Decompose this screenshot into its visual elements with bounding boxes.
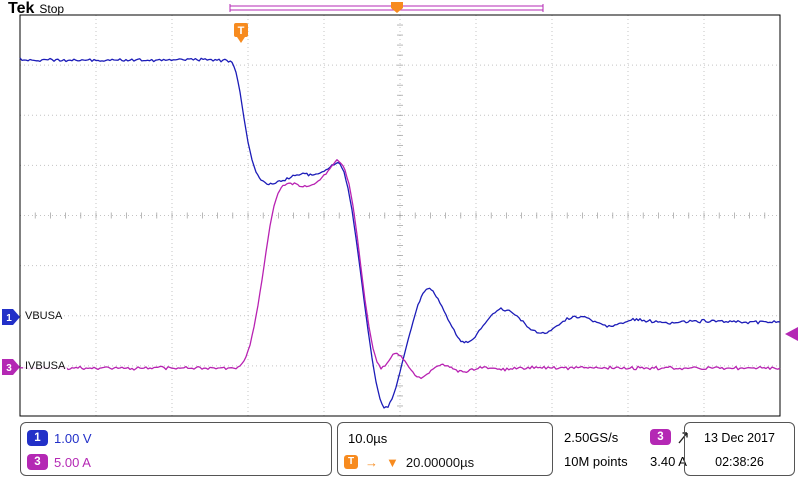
horizontal-readout[interactable]: 10.0µs T → ▼ 20.00000µs: [337, 422, 553, 476]
waveform-vbusa: [19, 57, 781, 409]
channel1-trace-label: VBUSA: [23, 310, 65, 323]
channel3-trace-label: IVBUSA: [23, 360, 68, 373]
trigger-level-value: 3.40 A: [650, 453, 687, 469]
delay-marker-icon: ▼: [386, 454, 399, 470]
graticule-border: [19, 14, 781, 417]
svg-text:1: 1: [6, 313, 12, 324]
trigger-delay-readout: T → ▼ 20.00000µs: [344, 450, 546, 474]
trigger-level-marker-icon: [785, 327, 798, 341]
channel3-scale: 5.00 A: [54, 454, 91, 470]
channel3-readout[interactable]: 3 5.00 A: [27, 450, 325, 474]
waveform-ivbusa: [19, 159, 781, 380]
trigger-t-icon: T: [344, 455, 358, 469]
svg-text:T: T: [238, 25, 245, 37]
timebase-value: 10.0µs: [348, 430, 388, 446]
readout-bar: 1 1.00 V 3 5.00 A 10.0µs T → ▼ 20.00000µs 2…: [0, 422, 800, 480]
datetime-readout: 13 Dec 2017 02:38:26: [684, 422, 795, 476]
trigger-readout[interactable]: 3 3.40 A: [644, 422, 700, 476]
channel-position-marker-icon: [2, 309, 20, 325]
channel1-badge[interactable]: 1: [27, 430, 48, 446]
channel3-badge[interactable]: 3: [27, 454, 48, 470]
channel1-scale: 1.00 V: [54, 430, 92, 446]
tek-logo: Tek: [8, 0, 35, 17]
svg-text:3: 3: [6, 363, 12, 374]
acquisition-status: Stop: [39, 2, 65, 16]
trigger-flag-icon: [234, 23, 248, 37]
trigger-source-badge[interactable]: 3: [650, 429, 671, 445]
acquisition-readout: 2.50GS/s 10M points: [558, 422, 644, 476]
record-view-bar: [229, 5, 544, 11]
status-bar: Tek Stop: [8, 0, 65, 17]
channel-readouts[interactable]: 1 1.00 V 3 5.00 A: [20, 422, 332, 476]
sample-rate: 2.50GS/s: [564, 429, 619, 445]
record-length: 10M points: [564, 453, 628, 469]
channel1-readout[interactable]: 1 1.00 V: [27, 426, 325, 450]
date-value: 13 Dec 2017: [704, 431, 775, 445]
channel-position-marker-icon: [2, 359, 20, 375]
time-value: 02:38:26: [715, 455, 764, 469]
trigger-delay-value: 20.00000µs: [405, 454, 475, 470]
delay-arrow-icon: →: [365, 454, 378, 470]
record-trigger-marker-icon: [391, 2, 403, 13]
